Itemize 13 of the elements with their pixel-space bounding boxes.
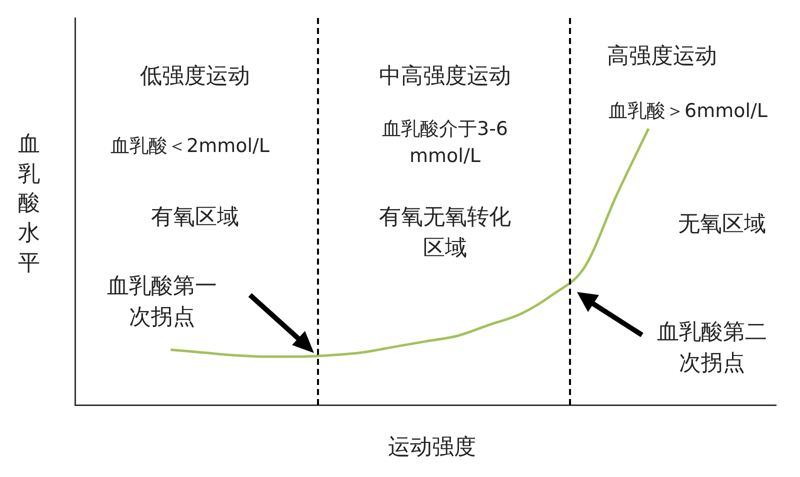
annotation: 血乳酸＜2mmol/L	[110, 134, 270, 159]
annotation: 有氧无氧转化区域	[378, 204, 512, 263]
text: 中高强度运动	[379, 63, 511, 91]
annotation: 血乳酸介于3-6 mmol/L	[380, 117, 510, 169]
y-axis-title: 血乳酸水平	[17, 131, 41, 278]
text: 低强度运动	[140, 63, 250, 91]
text: 高强度运动	[607, 43, 717, 71]
annotation: 有氧区域	[151, 204, 239, 232]
text: 血乳酸＞6mmol/L	[608, 99, 768, 124]
x-axis-title: 运动强度	[388, 434, 476, 462]
annotation: 无氧区域	[678, 211, 766, 239]
annotation: 血乳酸第一次拐点	[106, 273, 218, 332]
annotation: 血乳酸第二次拐点	[656, 319, 768, 378]
